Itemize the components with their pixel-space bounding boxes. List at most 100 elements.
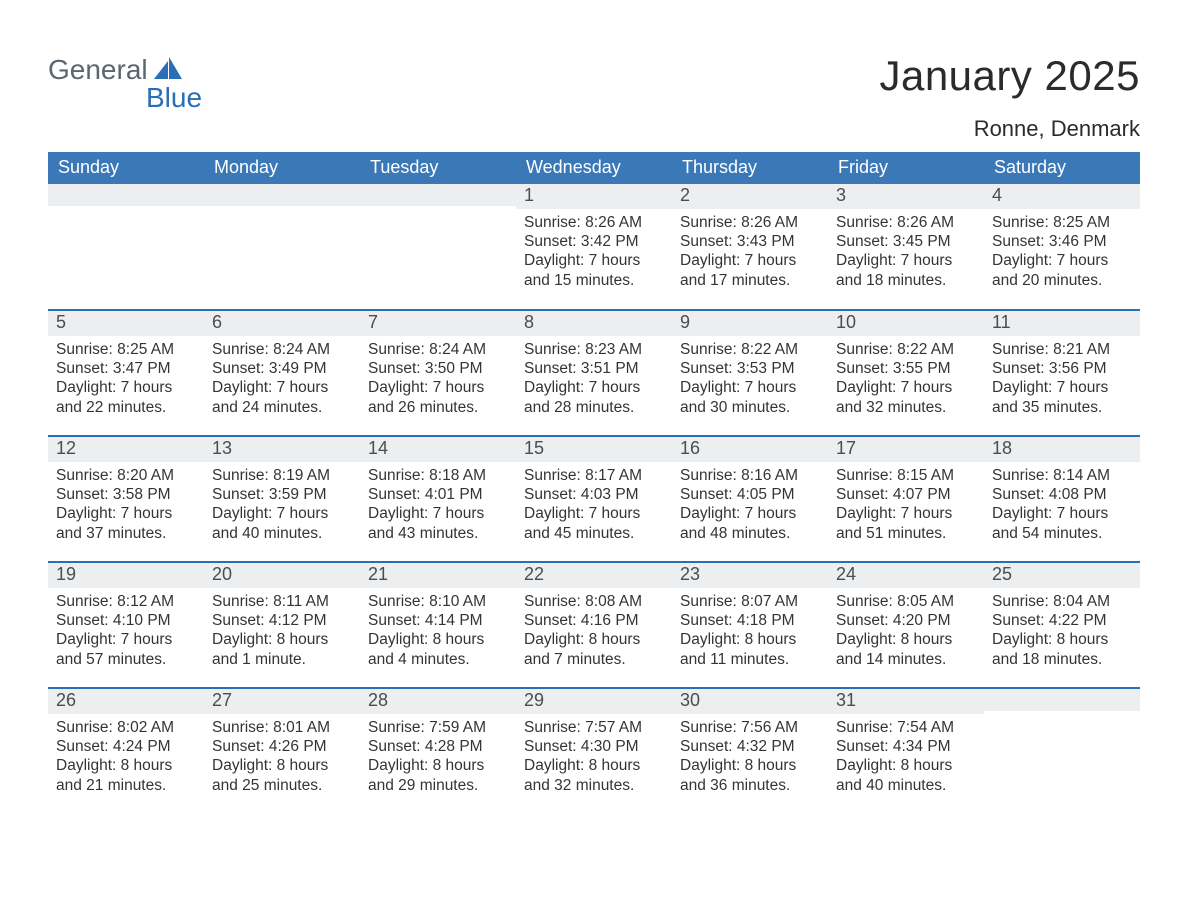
calendar-day-cell <box>204 184 360 310</box>
day-number: 16 <box>672 437 828 462</box>
weekday-header: Saturday <box>984 152 1140 184</box>
daylight-line: Daylight: 7 hours and 51 minutes. <box>836 504 976 543</box>
calendar-day-cell: 9Sunrise: 8:22 AMSunset: 3:53 PMDaylight… <box>672 310 828 436</box>
day-number: 7 <box>360 311 516 336</box>
sunset-line: Sunset: 4:03 PM <box>524 485 664 504</box>
calendar-day-cell: 31Sunrise: 7:54 AMSunset: 4:34 PMDayligh… <box>828 688 984 814</box>
sunrise-line: Sunrise: 8:25 AM <box>56 340 196 359</box>
weekday-header: Tuesday <box>360 152 516 184</box>
sunrise-line: Sunrise: 8:21 AM <box>992 340 1132 359</box>
calendar-day-cell: 8Sunrise: 8:23 AMSunset: 3:51 PMDaylight… <box>516 310 672 436</box>
day-number <box>360 184 516 206</box>
calendar-day-cell <box>360 184 516 310</box>
day-number: 28 <box>360 689 516 714</box>
sunrise-line: Sunrise: 8:19 AM <box>212 466 352 485</box>
day-number: 18 <box>984 437 1140 462</box>
sunset-line: Sunset: 3:49 PM <box>212 359 352 378</box>
calendar-body: 1Sunrise: 8:26 AMSunset: 3:42 PMDaylight… <box>48 184 1140 814</box>
daylight-line: Daylight: 7 hours and 43 minutes. <box>368 504 508 543</box>
calendar-day-cell: 5Sunrise: 8:25 AMSunset: 3:47 PMDaylight… <box>48 310 204 436</box>
day-details: Sunrise: 8:05 AMSunset: 4:20 PMDaylight:… <box>828 588 984 676</box>
sunrise-line: Sunrise: 8:17 AM <box>524 466 664 485</box>
calendar-week-row: 1Sunrise: 8:26 AMSunset: 3:42 PMDaylight… <box>48 184 1140 310</box>
calendar-day-cell <box>48 184 204 310</box>
brand-logo: General Blue <box>48 56 202 114</box>
day-number: 19 <box>48 563 204 588</box>
sunrise-line: Sunrise: 8:08 AM <box>524 592 664 611</box>
day-number: 11 <box>984 311 1140 336</box>
sunrise-line: Sunrise: 8:12 AM <box>56 592 196 611</box>
sunrise-line: Sunrise: 8:22 AM <box>836 340 976 359</box>
sunset-line: Sunset: 4:08 PM <box>992 485 1132 504</box>
calendar-header-row: SundayMondayTuesdayWednesdayThursdayFrid… <box>48 152 1140 184</box>
calendar-day-cell: 29Sunrise: 7:57 AMSunset: 4:30 PMDayligh… <box>516 688 672 814</box>
sunset-line: Sunset: 4:30 PM <box>524 737 664 756</box>
daylight-line: Daylight: 7 hours and 22 minutes. <box>56 378 196 417</box>
daylight-line: Daylight: 8 hours and 29 minutes. <box>368 756 508 795</box>
day-details: Sunrise: 8:11 AMSunset: 4:12 PMDaylight:… <box>204 588 360 676</box>
weekday-header: Sunday <box>48 152 204 184</box>
day-details: Sunrise: 8:04 AMSunset: 4:22 PMDaylight:… <box>984 588 1140 676</box>
day-details: Sunrise: 8:23 AMSunset: 3:51 PMDaylight:… <box>516 336 672 424</box>
calendar-day-cell: 13Sunrise: 8:19 AMSunset: 3:59 PMDayligh… <box>204 436 360 562</box>
daylight-line: Daylight: 8 hours and 4 minutes. <box>368 630 508 669</box>
day-details: Sunrise: 7:56 AMSunset: 4:32 PMDaylight:… <box>672 714 828 802</box>
daylight-line: Daylight: 8 hours and 1 minute. <box>212 630 352 669</box>
day-details: Sunrise: 7:57 AMSunset: 4:30 PMDaylight:… <box>516 714 672 802</box>
day-details: Sunrise: 8:22 AMSunset: 3:55 PMDaylight:… <box>828 336 984 424</box>
day-details: Sunrise: 8:25 AMSunset: 3:46 PMDaylight:… <box>984 209 1140 297</box>
daylight-line: Daylight: 7 hours and 35 minutes. <box>992 378 1132 417</box>
day-number: 25 <box>984 563 1140 588</box>
day-details: Sunrise: 8:25 AMSunset: 3:47 PMDaylight:… <box>48 336 204 424</box>
day-details: Sunrise: 8:19 AMSunset: 3:59 PMDaylight:… <box>204 462 360 550</box>
sunset-line: Sunset: 4:05 PM <box>680 485 820 504</box>
day-details: Sunrise: 8:22 AMSunset: 3:53 PMDaylight:… <box>672 336 828 424</box>
day-number: 20 <box>204 563 360 588</box>
sunset-line: Sunset: 4:14 PM <box>368 611 508 630</box>
calendar-day-cell: 15Sunrise: 8:17 AMSunset: 4:03 PMDayligh… <box>516 436 672 562</box>
sunrise-line: Sunrise: 7:54 AM <box>836 718 976 737</box>
calendar-day-cell: 28Sunrise: 7:59 AMSunset: 4:28 PMDayligh… <box>360 688 516 814</box>
sunset-line: Sunset: 3:53 PM <box>680 359 820 378</box>
daylight-line: Daylight: 7 hours and 24 minutes. <box>212 378 352 417</box>
day-number: 10 <box>828 311 984 336</box>
weekday-header: Monday <box>204 152 360 184</box>
sunrise-line: Sunrise: 8:07 AM <box>680 592 820 611</box>
daylight-line: Daylight: 8 hours and 18 minutes. <box>992 630 1132 669</box>
sunset-line: Sunset: 4:01 PM <box>368 485 508 504</box>
sunset-line: Sunset: 3:43 PM <box>680 232 820 251</box>
daylight-line: Daylight: 7 hours and 32 minutes. <box>836 378 976 417</box>
sunrise-line: Sunrise: 8:24 AM <box>212 340 352 359</box>
day-details: Sunrise: 8:07 AMSunset: 4:18 PMDaylight:… <box>672 588 828 676</box>
daylight-line: Daylight: 8 hours and 36 minutes. <box>680 756 820 795</box>
calendar-week-row: 19Sunrise: 8:12 AMSunset: 4:10 PMDayligh… <box>48 562 1140 688</box>
day-number: 29 <box>516 689 672 714</box>
calendar-day-cell: 26 Sunrise: 8:02 AMSunset: 4:24 PMDayligh… <box>48 688 204 814</box>
logo-text-general: General <box>48 56 148 84</box>
sunrise-line: Sunrise: 7:59 AM <box>368 718 508 737</box>
day-number: 3 <box>828 184 984 209</box>
sunset-line: Sunset: 3:58 PM <box>56 485 196 504</box>
calendar-day-cell: 17Sunrise: 8:15 AMSunset: 4:07 PMDayligh… <box>828 436 984 562</box>
calendar-day-cell: 1Sunrise: 8:26 AMSunset: 3:42 PMDaylight… <box>516 184 672 310</box>
sunset-line: Sunset: 4:34 PM <box>836 737 976 756</box>
calendar-day-cell: 2Sunrise: 8:26 AMSunset: 3:43 PMDaylight… <box>672 184 828 310</box>
daylight-line: Daylight: 8 hours and 21 minutes. <box>56 756 196 795</box>
day-number: 26 <box>48 689 204 714</box>
sunset-line: Sunset: 3:56 PM <box>992 359 1132 378</box>
sunrise-line: Sunrise: 8:18 AM <box>368 466 508 485</box>
day-details: Sunrise: 8:17 AMSunset: 4:03 PMDaylight:… <box>516 462 672 550</box>
calendar-week-row: 5Sunrise: 8:25 AMSunset: 3:47 PMDaylight… <box>48 310 1140 436</box>
sunrise-line: Sunrise: 8:02 AM <box>56 718 196 737</box>
logo-text-blue: Blue <box>146 82 202 114</box>
sunrise-line: Sunrise: 8:01 AM <box>212 718 352 737</box>
sunset-line: Sunset: 3:51 PM <box>524 359 664 378</box>
day-number: 4 <box>984 184 1140 209</box>
calendar-day-cell: 10Sunrise: 8:22 AMSunset: 3:55 PMDayligh… <box>828 310 984 436</box>
day-details: Sunrise: 8:10 AMSunset: 4:14 PMDaylight:… <box>360 588 516 676</box>
sunset-line: Sunset: 4:24 PM <box>56 737 196 756</box>
daylight-line: Daylight: 7 hours and 18 minutes. <box>836 251 976 290</box>
sunrise-line: Sunrise: 8:26 AM <box>680 213 820 232</box>
daylight-line: Daylight: 8 hours and 7 minutes. <box>524 630 664 669</box>
sunrise-line: Sunrise: 8:10 AM <box>368 592 508 611</box>
